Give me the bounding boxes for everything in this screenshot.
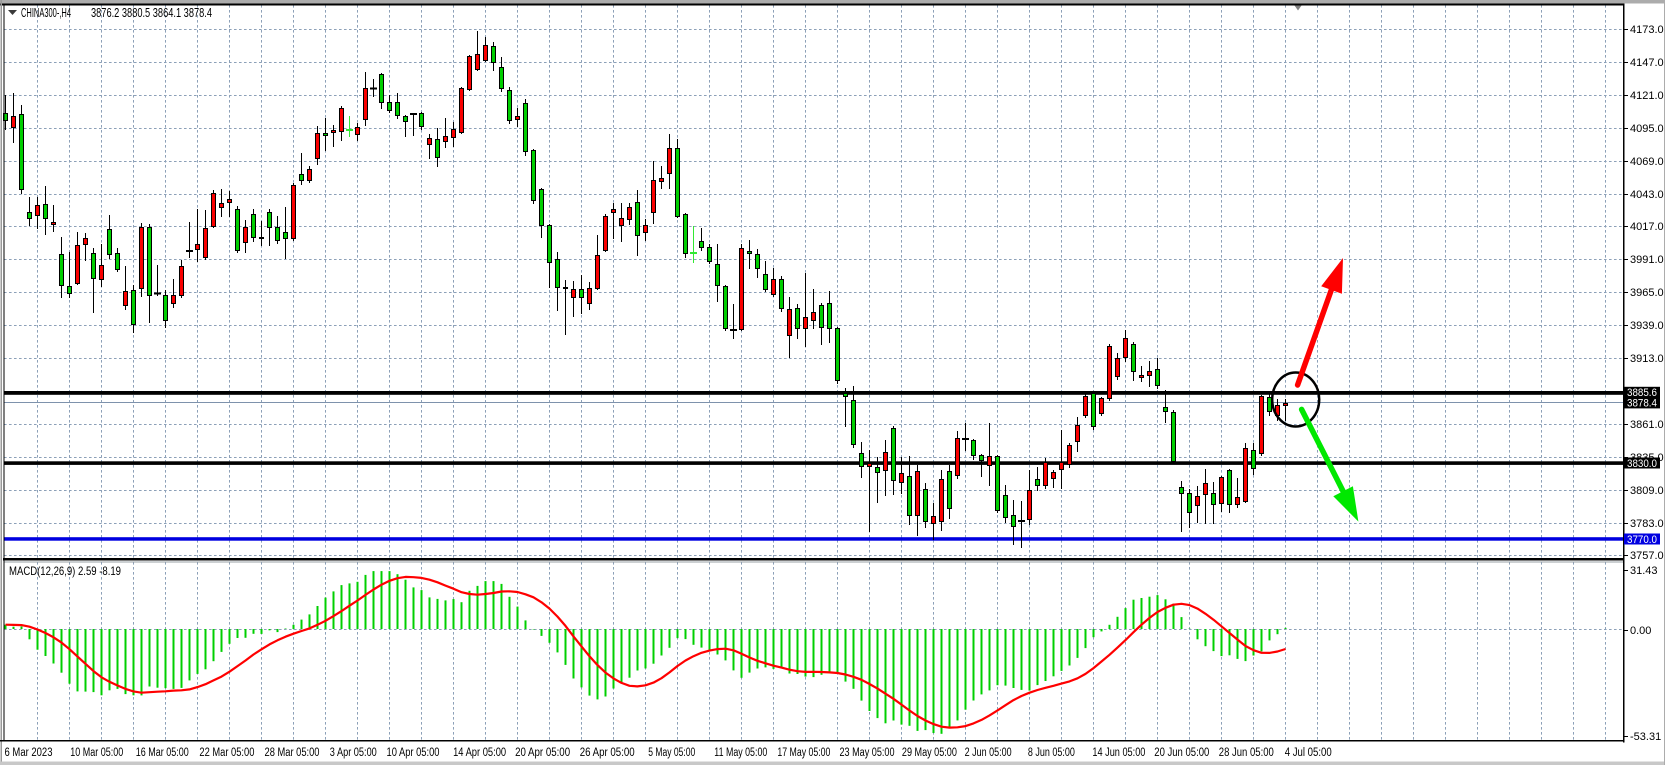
svg-text:4095.0: 4095.0: [1630, 123, 1664, 135]
svg-text:3809.0: 3809.0: [1630, 485, 1664, 497]
svg-text:3939.0: 3939.0: [1630, 320, 1664, 332]
svg-text:16 Mar 05:00: 16 Mar 05:00: [136, 747, 189, 759]
svg-text:31.43: 31.43: [1630, 565, 1658, 577]
svg-text:3913.0: 3913.0: [1630, 353, 1664, 365]
svg-text:10 Mar 05:00: 10 Mar 05:00: [70, 747, 123, 759]
svg-text:MACD(12,26,9) 2.59 -8.19: MACD(12,26,9) 2.59 -8.19: [9, 564, 121, 578]
svg-text:6 Mar 2023: 6 Mar 2023: [5, 747, 53, 759]
svg-text:4147.0: 4147.0: [1630, 57, 1664, 69]
svg-text:3770.0: 3770.0: [1627, 534, 1657, 546]
svg-text:14 Jun 05:00: 14 Jun 05:00: [1092, 747, 1145, 759]
svg-text:14 Apr 05:00: 14 Apr 05:00: [453, 747, 506, 759]
svg-text:4173.0: 4173.0: [1630, 24, 1664, 36]
svg-text:11 May 05:00: 11 May 05:00: [714, 747, 767, 759]
svg-text:4017.0: 4017.0: [1630, 221, 1664, 233]
svg-text:3861.0: 3861.0: [1630, 419, 1664, 431]
svg-text:20 Apr 05:00: 20 Apr 05:00: [515, 747, 570, 759]
svg-text:3878.4: 3878.4: [1627, 398, 1657, 410]
svg-text:17 May 05:00: 17 May 05:00: [777, 747, 830, 759]
svg-text:4043.0: 4043.0: [1630, 189, 1664, 201]
svg-text:28 Jun 05:00: 28 Jun 05:00: [1219, 747, 1274, 759]
svg-text:28 Mar 05:00: 28 Mar 05:00: [265, 747, 320, 759]
svg-text:5 May 05:00: 5 May 05:00: [648, 747, 695, 759]
svg-text:3991.0: 3991.0: [1630, 254, 1664, 266]
svg-text:3965.0: 3965.0: [1630, 287, 1664, 299]
svg-text:4 Jul 05:00: 4 Jul 05:00: [1285, 747, 1332, 759]
svg-text:3783.0: 3783.0: [1630, 518, 1664, 530]
svg-text:2 Jun 05:00: 2 Jun 05:00: [965, 747, 1012, 759]
svg-text:4121.0: 4121.0: [1630, 90, 1664, 102]
svg-text:3885.6: 3885.6: [1627, 387, 1657, 399]
svg-text:29 May 05:00: 29 May 05:00: [902, 747, 957, 759]
svg-text:20 Jun 05:00: 20 Jun 05:00: [1154, 747, 1209, 759]
svg-text:22 Mar 05:00: 22 Mar 05:00: [199, 747, 254, 759]
svg-text:3830.0: 3830.0: [1627, 458, 1657, 470]
svg-text:CHINA300-,H4: CHINA300-,H4: [21, 6, 71, 20]
svg-text:3 Apr 05:00: 3 Apr 05:00: [330, 747, 377, 759]
svg-text:8 Jun 05:00: 8 Jun 05:00: [1028, 747, 1075, 759]
svg-text:0.00: 0.00: [1630, 625, 1651, 637]
svg-text:10 Apr 05:00: 10 Apr 05:00: [387, 747, 440, 759]
svg-text:3757.0: 3757.0: [1630, 550, 1664, 562]
svg-text:26 Apr 05:00: 26 Apr 05:00: [580, 747, 635, 759]
svg-text:23 May 05:00: 23 May 05:00: [840, 747, 895, 759]
svg-text:-53.31: -53.31: [1630, 731, 1661, 743]
svg-text:3876.2 3880.5 3864.1 3878.4: 3876.2 3880.5 3864.1 3878.4: [91, 6, 212, 20]
svg-text:4069.0: 4069.0: [1630, 156, 1664, 168]
